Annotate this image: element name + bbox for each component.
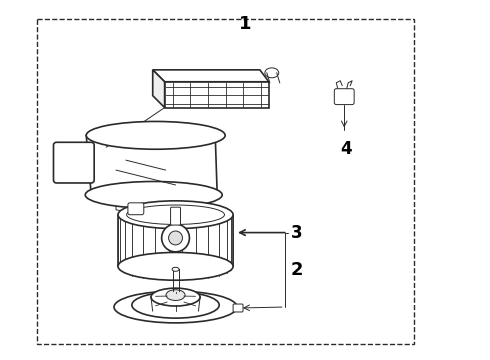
Ellipse shape bbox=[118, 252, 233, 280]
FancyBboxPatch shape bbox=[128, 203, 144, 215]
Ellipse shape bbox=[265, 68, 279, 78]
Ellipse shape bbox=[151, 288, 200, 306]
Polygon shape bbox=[153, 70, 165, 108]
Bar bbox=[37, 19, 414, 344]
Ellipse shape bbox=[172, 267, 179, 271]
Ellipse shape bbox=[114, 291, 237, 323]
Text: 1: 1 bbox=[239, 15, 251, 33]
FancyBboxPatch shape bbox=[53, 142, 94, 183]
Ellipse shape bbox=[126, 205, 224, 224]
Ellipse shape bbox=[86, 121, 225, 149]
Ellipse shape bbox=[85, 181, 222, 208]
Text: 4: 4 bbox=[341, 140, 352, 158]
FancyBboxPatch shape bbox=[334, 89, 354, 105]
FancyBboxPatch shape bbox=[171, 207, 180, 225]
Ellipse shape bbox=[132, 292, 219, 318]
Text: 2: 2 bbox=[291, 261, 303, 279]
Circle shape bbox=[169, 231, 182, 245]
Polygon shape bbox=[153, 70, 269, 82]
Text: 3: 3 bbox=[291, 224, 302, 242]
FancyBboxPatch shape bbox=[233, 304, 243, 312]
Circle shape bbox=[162, 224, 190, 252]
Ellipse shape bbox=[118, 201, 233, 229]
Ellipse shape bbox=[166, 290, 185, 301]
Polygon shape bbox=[165, 82, 269, 108]
